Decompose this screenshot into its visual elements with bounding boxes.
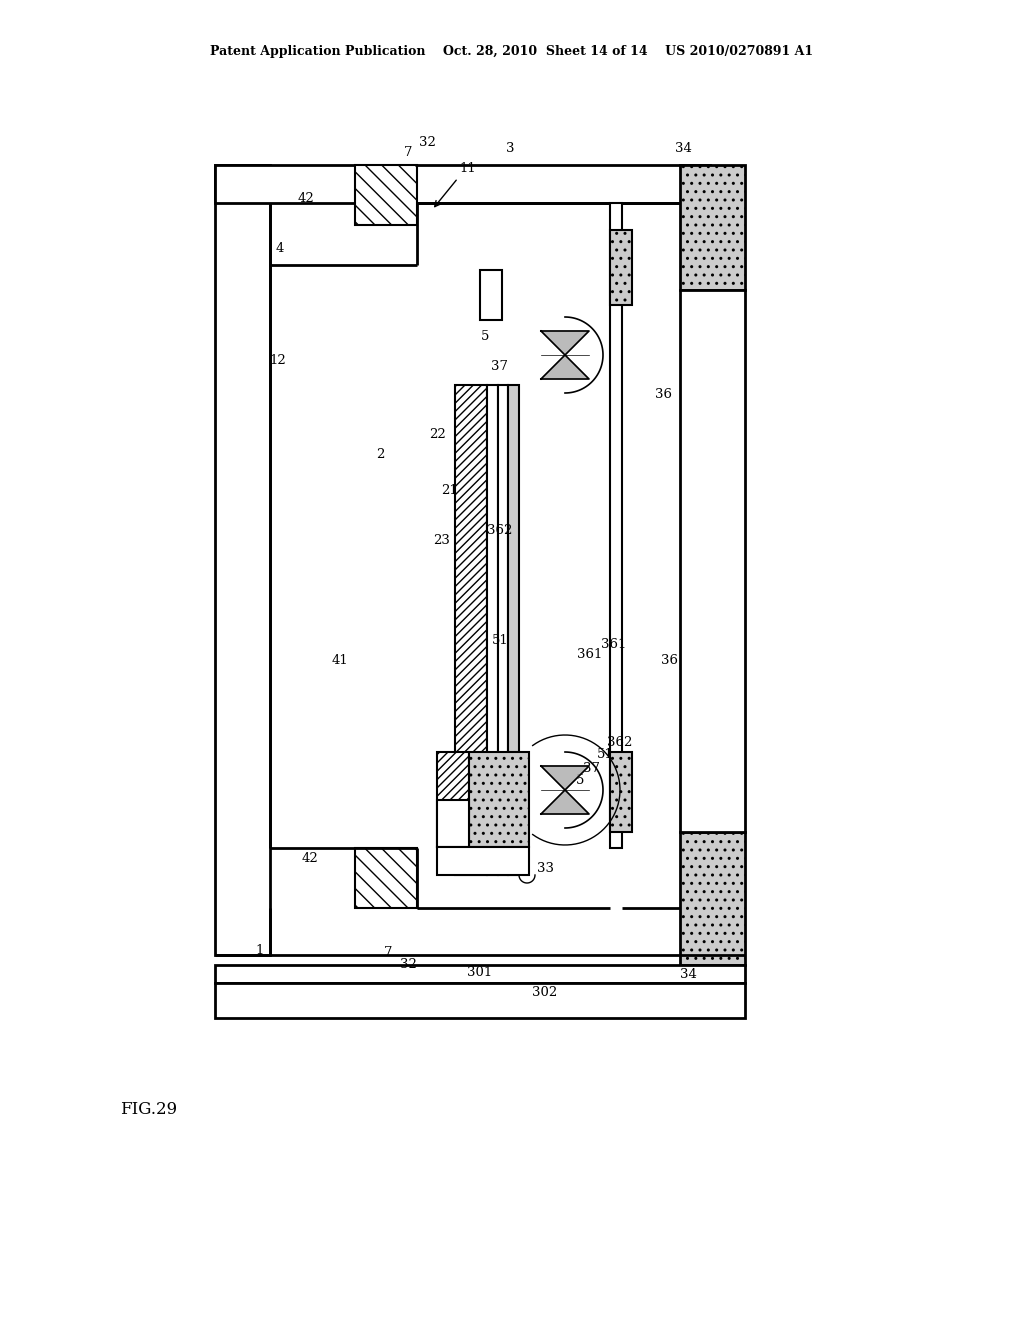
Text: 301: 301 [467, 965, 493, 978]
Text: 362: 362 [487, 524, 513, 536]
Polygon shape [541, 766, 589, 789]
Bar [469, 752, 529, 847]
Text: 4: 4 [275, 242, 285, 255]
Text: 42: 42 [298, 191, 314, 205]
Text: 7: 7 [403, 147, 413, 160]
Bar [680, 832, 745, 965]
Text: 3: 3 [506, 141, 514, 154]
Bar [355, 165, 417, 224]
Text: 32: 32 [419, 136, 435, 149]
Text: 51: 51 [492, 634, 508, 647]
Text: 302: 302 [532, 986, 558, 998]
Text: 42: 42 [302, 851, 318, 865]
Bar [437, 847, 529, 875]
Bar [680, 165, 745, 290]
Text: 11: 11 [460, 161, 476, 174]
Text: 362: 362 [607, 735, 633, 748]
Bar [215, 165, 710, 203]
Bar [487, 385, 498, 875]
Text: 21: 21 [441, 483, 459, 496]
Text: Patent Application Publication    Oct. 28, 2010  Sheet 14 of 14    US 2010/02708: Patent Application Publication Oct. 28, … [211, 45, 813, 58]
Bar [680, 290, 745, 832]
Text: 37: 37 [584, 762, 600, 775]
Bar [215, 965, 745, 983]
Bar [610, 752, 632, 832]
Bar [498, 385, 508, 875]
Text: 51: 51 [597, 748, 613, 762]
Text: 2: 2 [376, 449, 384, 462]
Text: 5: 5 [575, 774, 584, 787]
Text: 41: 41 [332, 653, 348, 667]
Text: 22: 22 [430, 429, 446, 441]
Polygon shape [541, 355, 589, 379]
Text: 34: 34 [675, 141, 691, 154]
Text: 33: 33 [537, 862, 554, 874]
Text: 37: 37 [492, 360, 509, 374]
Text: 7: 7 [384, 945, 392, 958]
Bar [508, 385, 519, 875]
Text: 12: 12 [269, 354, 287, 367]
Bar [455, 385, 487, 875]
Text: 34: 34 [680, 969, 696, 982]
Text: 36: 36 [654, 388, 672, 401]
Bar [355, 847, 417, 908]
Text: 1: 1 [256, 944, 264, 957]
Text: 361: 361 [578, 648, 603, 661]
Bar [437, 800, 469, 847]
Text: 23: 23 [433, 533, 451, 546]
Text: 5: 5 [481, 330, 489, 343]
Text: FIG.29: FIG.29 [120, 1101, 177, 1118]
Bar [610, 230, 632, 305]
Bar [610, 203, 622, 847]
Bar [480, 271, 502, 319]
Polygon shape [541, 789, 589, 814]
Text: 361: 361 [601, 639, 627, 652]
Text: 32: 32 [399, 957, 417, 970]
Bar [437, 752, 469, 847]
Polygon shape [541, 331, 589, 355]
Bar [215, 165, 270, 954]
Text: 36: 36 [662, 653, 679, 667]
Bar [215, 983, 745, 1018]
